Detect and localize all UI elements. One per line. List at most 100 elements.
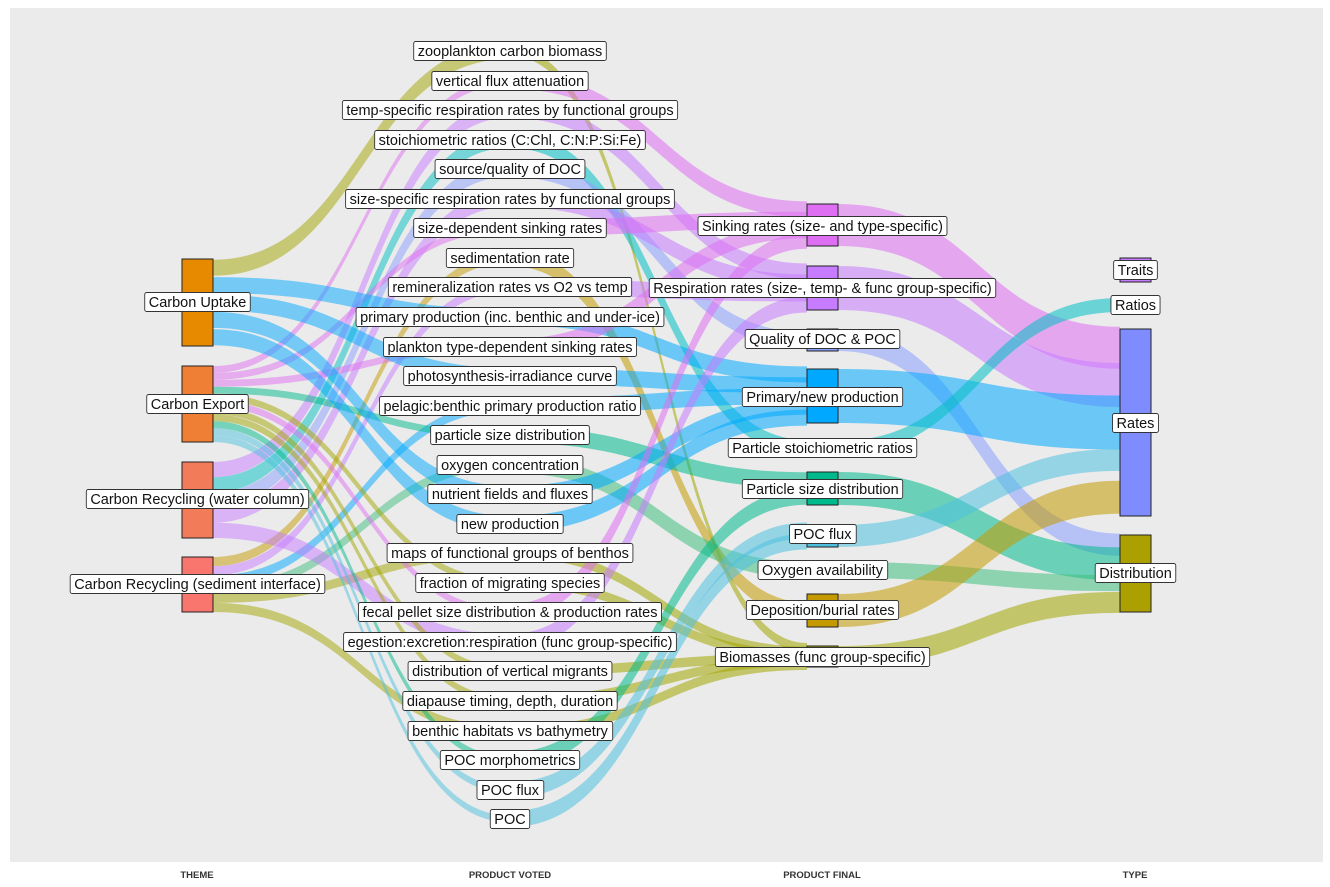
voted-label-poc: POC bbox=[489, 809, 531, 829]
label-box bbox=[1110, 295, 1161, 315]
type-label-distribution: Distribution bbox=[1094, 563, 1177, 583]
label-text: remineralization rates vs O2 vs temp bbox=[392, 280, 627, 296]
flow-theme-to-voted bbox=[213, 343, 510, 387]
label-box bbox=[439, 750, 581, 770]
flow-theme-to-voted bbox=[213, 43, 510, 276]
flow-final-to-type bbox=[838, 480, 1120, 627]
voted-label-primary-production-inc-benthic-and-under-ice: primary production (inc. benthic and und… bbox=[355, 307, 665, 327]
label-text: POC flux bbox=[481, 783, 540, 799]
voted-label-remineralization-rates-vs-o2-vs-temp: remineralization rates vs O2 vs temp bbox=[387, 277, 633, 297]
label-text: Particle stoichiometric ratios bbox=[732, 441, 913, 457]
label-box bbox=[144, 292, 251, 312]
voted-label-diapause-timing-depth-duration: diapause timing, depth, duration bbox=[402, 691, 618, 711]
label-box bbox=[489, 809, 531, 829]
label-text: benthic habitats vs bathymetry bbox=[412, 724, 609, 740]
flow-theme-to-voted bbox=[213, 414, 510, 705]
label-text: fecal pellet size distribution & product… bbox=[363, 605, 658, 621]
label-box bbox=[413, 218, 607, 238]
label-box bbox=[345, 189, 675, 209]
flow-final-to-type bbox=[838, 266, 1120, 408]
label-box bbox=[434, 159, 586, 179]
flow-voted-to-final bbox=[510, 73, 807, 218]
label-text: plankton type-dependent sinking rates bbox=[387, 340, 632, 356]
label-box bbox=[697, 216, 948, 236]
voted-label-vertical-flux-attenuation: vertical flux attenuation bbox=[431, 71, 589, 91]
flow-final-to-type bbox=[838, 369, 1120, 450]
label-box bbox=[1094, 563, 1177, 583]
final-label-poc-flux: POC flux bbox=[789, 524, 857, 544]
label-box bbox=[403, 366, 617, 386]
label-box bbox=[374, 130, 646, 150]
flow-voted-to-final bbox=[510, 398, 807, 502]
label-text: sedimentation rate bbox=[450, 251, 569, 267]
axis-label-theme: THEME bbox=[180, 870, 213, 881]
theme-label-carbon-uptake: Carbon Uptake bbox=[144, 292, 251, 312]
theme-label-carbon-recycling-sediment-interface: Carbon Recycling (sediment interface) bbox=[69, 574, 326, 594]
type-label-traits: Traits bbox=[1113, 260, 1158, 280]
label-box bbox=[358, 602, 662, 622]
label-box bbox=[407, 721, 614, 741]
label-text: Biomasses (func group-specific) bbox=[719, 650, 925, 666]
voted-label-zooplankton-carbon-biomass: zooplankton carbon biomass bbox=[413, 41, 607, 61]
flows bbox=[213, 43, 1120, 827]
label-text: Rates bbox=[1117, 416, 1155, 432]
label-box bbox=[744, 329, 901, 349]
flow-final-to-type bbox=[838, 329, 1120, 556]
final-label-quality-of-doc-poc: Quality of DOC & POC bbox=[744, 329, 901, 349]
label-text: Distribution bbox=[1099, 566, 1172, 582]
label-box bbox=[1112, 413, 1159, 433]
voted-label-poc-flux: POC flux bbox=[476, 780, 545, 800]
label-text: diapause timing, depth, duration bbox=[407, 694, 613, 710]
voted-label-new-production: new production bbox=[456, 514, 564, 534]
final-label-oxygen-availability: Oxygen availability bbox=[757, 560, 889, 580]
label-text: maps of functional groups of benthos bbox=[391, 546, 629, 562]
final-label-sinking-rates-size-and-type-specific: Sinking rates (size- and type-specific) bbox=[697, 216, 948, 236]
label-box bbox=[427, 484, 593, 504]
flow-voted-to-final bbox=[510, 161, 807, 348]
voted-label-distribution-of-vertical-migrants: distribution of vertical migrants bbox=[407, 661, 613, 681]
label-text: Particle size distribution bbox=[746, 482, 898, 498]
label-box bbox=[445, 248, 575, 268]
axis-label-type: TYPE bbox=[1123, 870, 1148, 881]
label-text: POC morphometrics bbox=[444, 753, 575, 769]
flow-theme-to-voted bbox=[213, 460, 510, 594]
label-text: stoichiometric ratios (C:Chl, C:N:P:Si:F… bbox=[379, 133, 642, 149]
flow-voted-to-final bbox=[510, 191, 807, 291]
label-text: Sinking rates (size- and type-specific) bbox=[702, 219, 943, 235]
axis-labels: THEME PRODUCT VOTED PRODUCT FINAL TYPE bbox=[180, 870, 1147, 881]
voted-label-temp-specific-respiration-rates-by-functional-groups: temp-specific respiration rates by funct… bbox=[341, 100, 679, 120]
voted-label-plankton-type-dependent-sinking-rates: plankton type-dependent sinking rates bbox=[383, 337, 637, 357]
label-box bbox=[757, 560, 889, 580]
label-text: photosynthesis-irradiance curve bbox=[408, 369, 613, 385]
final-label-biomasses-func-group-specific: Biomasses (func group-specific) bbox=[714, 647, 931, 667]
label-text: POC flux bbox=[793, 527, 852, 543]
label-box bbox=[387, 277, 633, 297]
label-text: Carbon Recycling (water column) bbox=[90, 492, 304, 508]
axis-label-product-voted: PRODUCT VOTED bbox=[469, 870, 551, 881]
flow-final-to-type bbox=[838, 298, 1120, 455]
flow-voted-to-final bbox=[510, 533, 807, 827]
voted-label-egestion-excretion-respiration-func-group-specific: egestion:excretion:respiration (func gro… bbox=[343, 632, 677, 652]
flow-theme-to-voted bbox=[213, 421, 510, 764]
label-box bbox=[727, 438, 918, 458]
label-box bbox=[413, 41, 607, 61]
flow-final-to-type bbox=[838, 448, 1120, 547]
label-box bbox=[146, 394, 249, 414]
flow-theme-to-voted bbox=[213, 191, 510, 523]
label-box bbox=[476, 780, 545, 800]
type-label-ratios: Ratios bbox=[1110, 295, 1161, 315]
final-label-deposition-burial-rates: Deposition/burial rates bbox=[745, 600, 900, 620]
final-label-respiration-rates-size-temp-func-group-specific: Respiration rates (size-, temp- & func g… bbox=[648, 278, 997, 298]
label-box bbox=[714, 647, 931, 667]
flow-voted-to-final bbox=[510, 457, 807, 578]
label-text: POC bbox=[494, 812, 525, 828]
label-box bbox=[789, 524, 857, 544]
label-box bbox=[355, 307, 665, 327]
label-text: size-dependent sinking rates bbox=[418, 221, 603, 237]
label-box bbox=[386, 543, 634, 563]
voted-label-photosynthesis-irradiance-curve: photosynthesis-irradiance curve bbox=[403, 366, 617, 386]
label-box bbox=[456, 514, 564, 534]
voted-label-sedimentation-rate: sedimentation rate bbox=[445, 248, 575, 268]
label-text: vertical flux attenuation bbox=[436, 74, 584, 90]
type-label-rates: Rates bbox=[1112, 413, 1159, 433]
